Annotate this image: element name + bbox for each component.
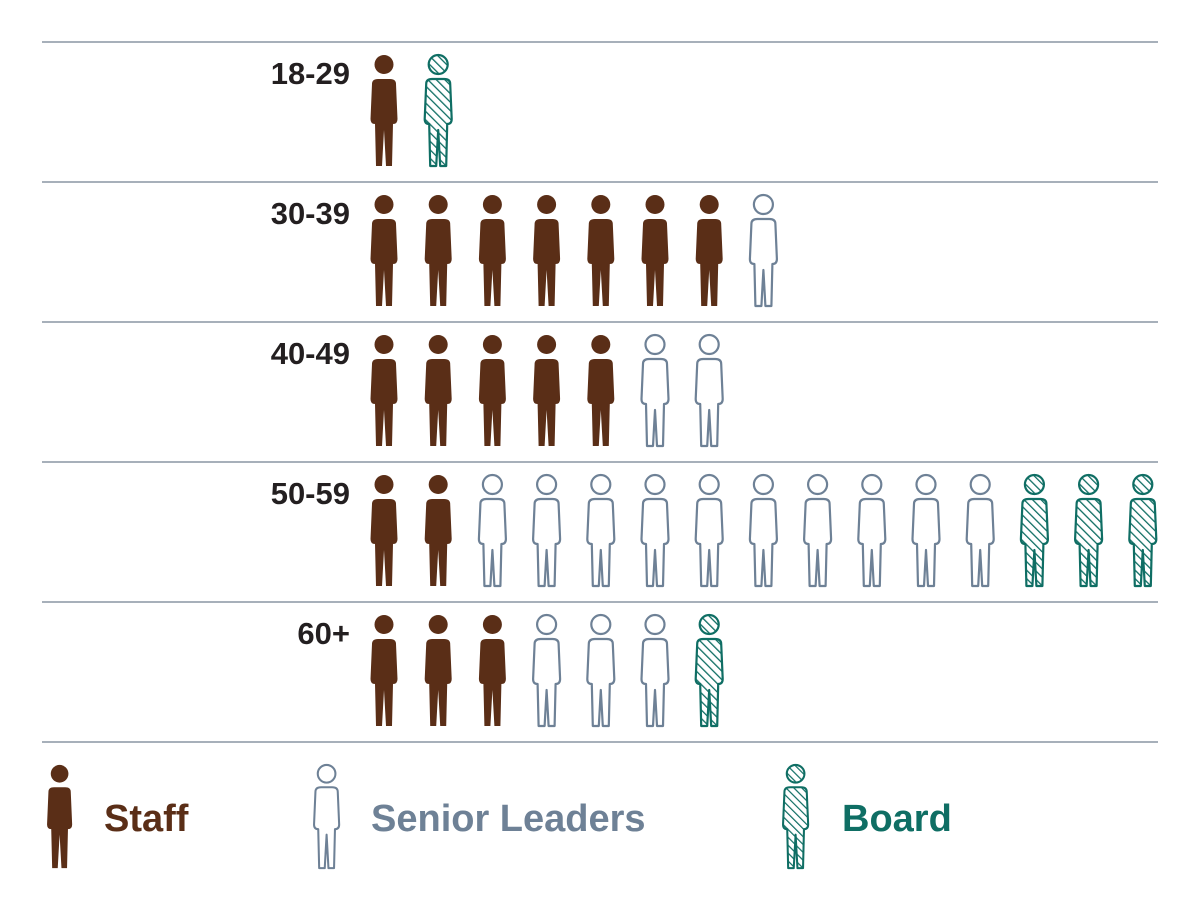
senior-leaders-legend-icon [313, 763, 341, 870]
senior-leaders-person-icon [694, 473, 724, 588]
staff-person-icon [478, 615, 506, 726]
staff-legend-icon [47, 764, 73, 869]
staff-person-icon [587, 195, 615, 306]
staff-person-icon [424, 195, 452, 306]
staff-person-icon [424, 475, 452, 586]
age-rows: 18-29 30-39 40-49 50-59 60+ [271, 53, 1158, 728]
age-row-30-39: 30-39 [271, 193, 779, 308]
staff-person-icon [370, 195, 398, 306]
age-label: 40-49 [271, 336, 350, 371]
age-label: 50-59 [271, 476, 350, 511]
senior-leaders-person-icon [640, 333, 670, 448]
senior-leaders-person-icon [748, 193, 779, 308]
age-row-18-29: 18-29 [271, 53, 453, 168]
board-person-icon [1128, 473, 1158, 588]
staff-person-icon [641, 195, 669, 306]
senior-leaders-person-icon [748, 473, 779, 588]
staff-person-icon [370, 475, 398, 586]
senior-leaders-person-icon [911, 473, 941, 588]
senior-leaders-person-icon [694, 333, 724, 448]
age-row-40-49: 40-49 [271, 333, 724, 448]
senior-leaders-person-icon [965, 473, 995, 588]
staff-person-icon [587, 335, 615, 446]
legend: Staff Senior Leaders Board [47, 763, 952, 870]
senior-leaders-person-icon [586, 473, 616, 588]
staff-person-icon [533, 195, 561, 306]
staff-person-icon [478, 195, 506, 306]
board-legend-icon [782, 763, 810, 870]
senior-leaders-person-icon [586, 613, 616, 728]
board-person-icon [423, 53, 453, 168]
legend-label: Staff [104, 798, 189, 840]
staff-person-icon [370, 335, 398, 446]
staff-person-icon [370, 615, 398, 726]
legend-item-staff: Staff [47, 764, 189, 869]
age-row-50-59: 50-59 [271, 473, 1158, 588]
legend-item-senior-leaders: Senior Leaders [313, 763, 646, 870]
legend-item-board: Board [782, 763, 952, 870]
senior-leaders-person-icon [802, 473, 833, 588]
senior-leaders-person-icon [531, 613, 562, 728]
age-row-60plus: 60+ [297, 613, 724, 728]
age-label: 18-29 [271, 56, 350, 91]
board-person-icon [1019, 473, 1050, 588]
row-separators [42, 41, 1158, 743]
senior-leaders-person-icon [640, 473, 670, 588]
staff-person-icon [370, 55, 398, 166]
senior-leaders-person-icon [477, 473, 507, 588]
age-label: 60+ [297, 616, 350, 651]
legend-label: Senior Leaders [371, 798, 646, 840]
legend-label: Board [842, 798, 952, 840]
age-label: 30-39 [271, 196, 350, 231]
board-person-icon [694, 613, 724, 728]
staff-person-icon [533, 335, 561, 446]
board-person-icon [1073, 473, 1104, 588]
senior-leaders-person-icon [531, 473, 562, 588]
staff-person-icon [424, 335, 452, 446]
staff-person-icon [424, 615, 452, 726]
senior-leaders-person-icon [857, 473, 887, 588]
staff-person-icon [478, 335, 506, 446]
staff-person-icon [695, 195, 723, 306]
senior-leaders-person-icon [640, 613, 670, 728]
